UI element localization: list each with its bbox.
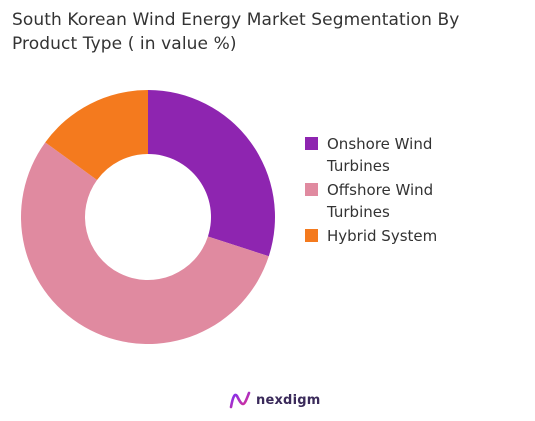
nexdigm-logo-icon [229,391,251,409]
brand-logo: nexdigm [229,390,320,410]
chart-title: South Korean Wind Energy Market Segmenta… [12,10,460,54]
donut-slices [21,90,275,344]
brand-name: nexdigm [256,392,321,408]
legend-swatch-onshore [305,137,318,150]
legend-swatch-hybrid [305,229,318,242]
legend-item-offshore: Offshore Wind Turbines [305,179,515,223]
slice-hybrid [45,90,149,180]
legend-item-onshore: Onshore Wind Turbines [305,133,515,177]
legend-label-hybrid: Hybrid System [327,227,438,245]
legend-swatch-offshore [305,183,318,196]
slice-offshore [21,142,269,344]
slice-onshore [148,90,275,257]
legend-label-offshore: Offshore Wind Turbines [327,181,434,221]
legend-label-onshore: Onshore Wind Turbines [327,135,433,175]
chart-legend: Onshore Wind Turbines Offshore Wind Turb… [305,133,515,249]
legend-item-hybrid: Hybrid System [305,225,515,247]
